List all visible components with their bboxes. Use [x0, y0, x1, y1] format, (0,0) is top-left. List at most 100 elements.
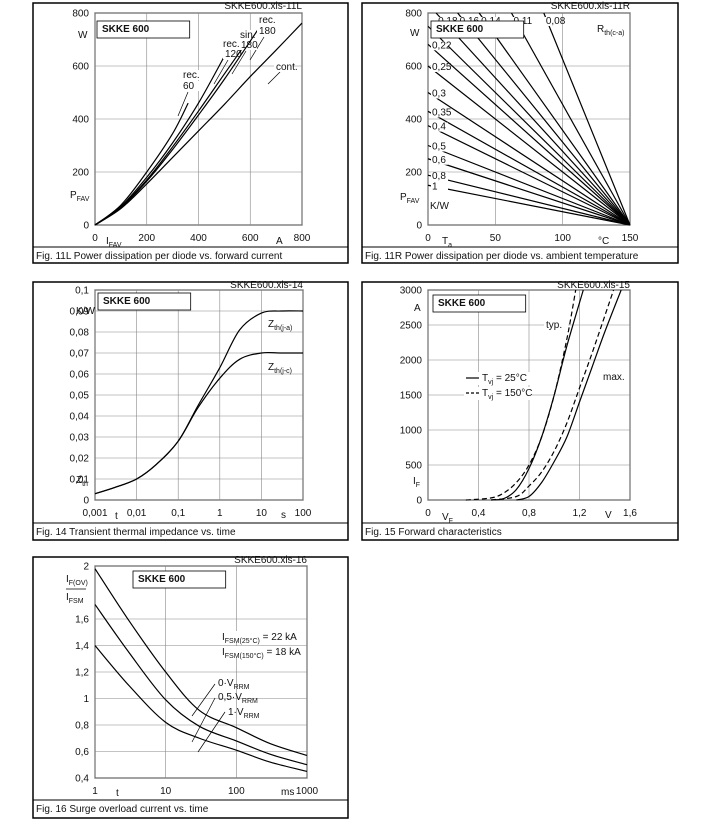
x-tick-label: 100: [554, 233, 571, 244]
y-tick-label: 800: [72, 9, 89, 20]
label-bg: [223, 49, 241, 59]
annotation-bg: [220, 646, 302, 658]
axis-label-y-bottom-sub: FSM: [69, 598, 84, 605]
curve-label-main: 0,5·V: [218, 692, 242, 703]
label-bg: [431, 155, 448, 165]
curve: [478, 12, 631, 226]
axis-label-y: IF: [413, 476, 420, 489]
x-tick-label: 1: [217, 508, 223, 519]
curve: [427, 158, 631, 226]
source-note: SKKE600.xls-16: [234, 555, 307, 566]
axis-label-y-sub: FAV: [407, 198, 420, 205]
axis-label-x-main: T: [442, 236, 448, 247]
curve-label-main: Z: [268, 319, 274, 330]
curve-label: rec.: [259, 15, 276, 26]
axis-label-x: t: [115, 511, 118, 522]
x-tick-label: 10: [160, 786, 172, 797]
y-tick-label: 0: [83, 496, 89, 507]
x-tick-label: 100: [295, 508, 312, 519]
legend-label-sub: vj: [488, 394, 494, 401]
curve: [427, 65, 631, 226]
source-note: SKKE600.xls-11R: [551, 1, 630, 12]
curve: [94, 351, 303, 495]
curve: [94, 604, 308, 766]
y-tick-label: 0,4: [75, 774, 89, 785]
axis-label-x-sub: FAV: [109, 242, 122, 249]
curve-label: 120: [225, 49, 242, 60]
axis-label-x: IFAV: [106, 236, 122, 249]
x-tick-label: 600: [242, 233, 259, 244]
y-tick-label: 1: [83, 694, 89, 705]
y-tick-label: 0,04: [70, 412, 90, 423]
label-bg: [431, 122, 448, 132]
source-note: SKKE600.xls-11L: [224, 1, 302, 12]
curve-label-sub: RRM: [242, 698, 258, 705]
legend-bg: [464, 387, 532, 400]
axis-label-x-unit: V: [605, 510, 612, 521]
annotation-sub: FSM(25°C): [225, 637, 260, 645]
chart-title: SKKE 600: [102, 24, 150, 35]
x-tick-label: 400: [190, 233, 207, 244]
x-tick-label: 0: [425, 233, 431, 244]
y-tick-label: 0: [416, 221, 422, 232]
x-tick-label: 200: [138, 233, 155, 244]
curve-label: 0,5·VRRM: [218, 692, 258, 705]
chart-title: SKKE 600: [438, 298, 486, 309]
y-tick-label: 0,1: [75, 286, 89, 297]
axis-label-x-main: I: [106, 236, 109, 247]
legend-label-sub: vj: [488, 379, 494, 386]
y-tick-label: 0,01: [70, 475, 90, 486]
curve-label: 0,8: [432, 171, 446, 182]
axis-label-k: K/W: [430, 201, 449, 212]
caption: Fig. 15 Forward characteristics: [365, 527, 502, 538]
annotation: typ.: [546, 320, 562, 331]
y-tick-label: 2: [83, 562, 89, 573]
curve-label: 60: [183, 81, 195, 92]
leader-line: [267, 71, 281, 85]
label-bg: [274, 62, 292, 72]
label-bg: [431, 108, 448, 118]
curve-label-sub: th(j-c): [274, 368, 292, 375]
curve: [427, 174, 631, 226]
y-tick-label: 1000: [400, 426, 423, 437]
x-tick-label: 1,6: [623, 508, 637, 519]
curve: [457, 12, 631, 226]
y-tick-label: 0,8: [75, 721, 89, 732]
curve-label: rec.: [223, 39, 240, 50]
axis-label-x-sub: F: [449, 518, 453, 525]
curve-label: 180: [241, 40, 258, 51]
leader-line: [213, 59, 229, 85]
axis-label-y-top-sub: F(OV): [69, 580, 88, 587]
curve-label: 0,25: [432, 62, 452, 73]
curve: [435, 12, 631, 226]
x-tick-label: 1000: [296, 786, 319, 797]
axis-label-y-sub: F: [416, 482, 420, 489]
y-tick-label: 0,07: [70, 349, 90, 360]
source-note: SKKE600.xls-15: [557, 280, 630, 291]
label-bg: [431, 172, 448, 182]
y-tick-label: 0,02: [70, 454, 90, 465]
curve-label-main: Z: [268, 362, 274, 373]
axis-label-x-unit: °C: [598, 236, 609, 247]
y-tick-label: 200: [405, 168, 422, 179]
y-tick-label: 2500: [400, 321, 423, 332]
legend-bg: [464, 372, 532, 385]
axis-label-x-unit: A: [276, 236, 283, 247]
label-bg: [544, 17, 562, 26]
y-tick-label: 0,6: [75, 747, 89, 758]
curve-label-sub: RRM: [234, 684, 250, 691]
curve: [516, 289, 622, 501]
axis-label-y: Zth: [76, 475, 88, 488]
curve-label-main: 0·V: [218, 678, 234, 689]
leader-line: [177, 91, 189, 117]
curve: [94, 29, 259, 226]
axis-label-y-main: I: [413, 476, 416, 487]
curve-label-sub: RRM: [244, 713, 260, 720]
annotation-main: I: [222, 632, 225, 643]
curve-label: 0·VRRM: [218, 678, 250, 691]
label-bg: [431, 63, 448, 72]
annotation-bg: [544, 319, 568, 331]
title-box: [432, 294, 527, 313]
x-tick-label: 150: [622, 233, 639, 244]
